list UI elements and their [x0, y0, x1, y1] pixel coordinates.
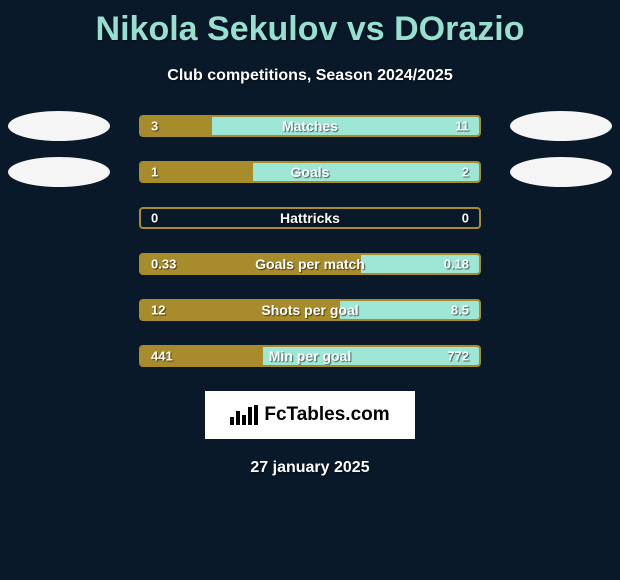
- stat-label: Matches: [282, 118, 338, 134]
- update-date: 27 january 2025: [0, 459, 620, 477]
- logo-text: FcTables.com: [264, 404, 389, 426]
- value-right: 0.18: [444, 257, 469, 272]
- value-left: 441: [151, 349, 173, 364]
- team-badge-left: [8, 111, 110, 141]
- bar-right-fill: [253, 163, 479, 181]
- value-right: 2: [462, 165, 469, 180]
- subtitle: Club competitions, Season 2024/2025: [0, 67, 620, 85]
- stat-bar: 12 8.5 Shots per goal: [139, 299, 481, 321]
- value-left: 3: [151, 119, 158, 134]
- page-title: Nikola Sekulov vs DOrazio: [0, 0, 620, 49]
- stat-row: 0.33 0.18 Goals per match: [0, 253, 620, 275]
- stat-label: Hattricks: [280, 210, 340, 226]
- value-right: 0: [462, 211, 469, 226]
- stat-bar: 0 0 Hattricks: [139, 207, 481, 229]
- fctables-logo[interactable]: FcTables.com: [205, 391, 415, 439]
- team-badge-right: [510, 157, 612, 187]
- bar-chart-icon: [230, 405, 258, 425]
- stat-row: 441 772 Min per goal: [0, 345, 620, 367]
- value-left: 0: [151, 211, 158, 226]
- team-badge-left: [8, 157, 110, 187]
- value-left: 1: [151, 165, 158, 180]
- stat-bar: 3 11 Matches: [139, 115, 481, 137]
- stat-bar: 0.33 0.18 Goals per match: [139, 253, 481, 275]
- stat-label: Goals: [291, 164, 330, 180]
- bar-right-fill: [212, 117, 479, 135]
- stat-row: 0 0 Hattricks: [0, 207, 620, 229]
- stat-bar: 1 2 Goals: [139, 161, 481, 183]
- stat-row: 1 2 Goals: [0, 161, 620, 183]
- stat-label: Shots per goal: [261, 302, 358, 318]
- value-right: 8.5: [451, 303, 469, 318]
- value-right: 772: [447, 349, 469, 364]
- team-badge-right: [510, 111, 612, 141]
- value-right: 11: [455, 119, 469, 134]
- stat-label: Goals per match: [255, 256, 365, 272]
- comparison-chart: 311Matches12Goals00Hattricks0.330.18Goal…: [0, 115, 620, 367]
- stat-row: 3 11 Matches: [0, 115, 620, 137]
- stat-row: 12 8.5 Shots per goal: [0, 299, 620, 321]
- stat-label: Min per goal: [269, 348, 351, 364]
- stat-bar: 441 772 Min per goal: [139, 345, 481, 367]
- value-left: 0.33: [151, 257, 176, 272]
- value-left: 12: [151, 303, 165, 318]
